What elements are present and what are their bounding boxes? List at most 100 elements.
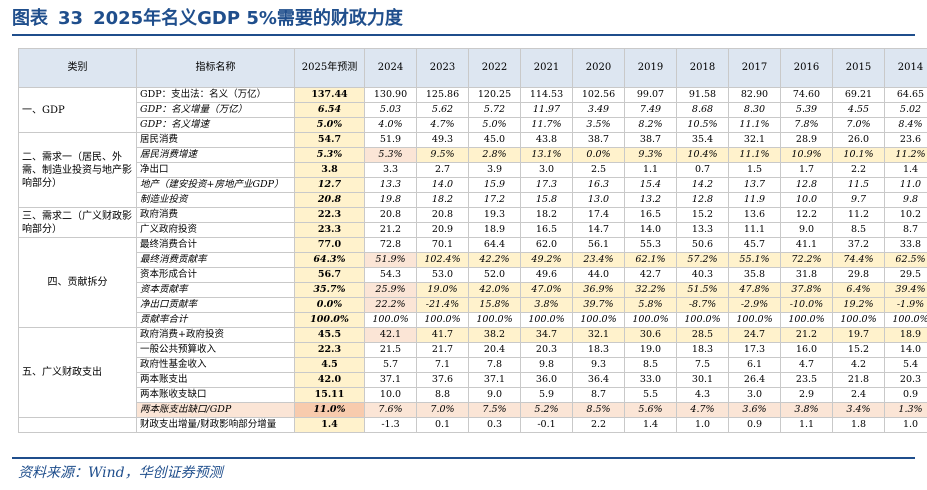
value-cell: 43.8 xyxy=(520,132,573,148)
value-cell: 28.5 xyxy=(676,327,729,343)
indicator-label: 政府消费 xyxy=(136,207,295,223)
value-cell: 30.6 xyxy=(624,327,677,343)
value-cell: 4.2 xyxy=(832,357,885,373)
value-cell: 5.0% xyxy=(468,117,521,133)
column-header: 2022 xyxy=(468,48,521,88)
value-cell: 1.0 xyxy=(884,417,927,433)
value-cell: 35.8 xyxy=(728,267,781,283)
value-cell: 23.6 xyxy=(884,132,927,148)
value-cell: 30.1 xyxy=(676,372,729,388)
value-cell: -2.9% xyxy=(728,297,781,313)
value-cell: 28.9 xyxy=(780,132,833,148)
value-cell: 40.3 xyxy=(676,267,729,283)
indicator-label: 资本形成合计 xyxy=(136,267,295,283)
forecast-cell: 45.5 xyxy=(294,327,365,343)
table-row: 四、贡献拆分 最终消费合计 77.0 72.8 70.1 64.4 62.0 56.1 55.3… xyxy=(18,237,927,328)
value-cell: 18.2 xyxy=(416,192,469,208)
value-cell: 8.68 xyxy=(676,102,729,118)
value-cell: 11.7% xyxy=(520,117,573,133)
indicator-label: 制造业投资 xyxy=(136,192,295,208)
forecast-cell: 1.4 xyxy=(294,417,365,433)
value-cell: 19.0 xyxy=(624,342,677,358)
value-cell: 70.1 xyxy=(416,237,469,253)
value-cell: 10.0 xyxy=(364,387,417,403)
value-cell: 64.4 xyxy=(468,237,521,253)
column-header: 2015 xyxy=(832,48,885,88)
value-cell: 5.03 xyxy=(364,102,417,118)
value-cell: 15.2 xyxy=(676,207,729,223)
value-cell: 51.9% xyxy=(364,252,417,268)
value-cell: 11.2% xyxy=(884,147,927,163)
value-cell: 49.3 xyxy=(416,132,469,148)
value-cell: 9.7 xyxy=(832,192,885,208)
value-cell: 56.1 xyxy=(572,237,625,253)
value-cell: 11.9 xyxy=(728,192,781,208)
forecast-cell: 22.3 xyxy=(294,342,365,358)
value-cell: 62.1% xyxy=(624,252,677,268)
value-cell: 44.0 xyxy=(572,267,625,283)
value-cell: 16.5 xyxy=(520,222,573,238)
value-cell: 21.5 xyxy=(364,342,417,358)
value-cell: 51.9 xyxy=(364,132,417,148)
column-header: 2023 xyxy=(416,48,469,88)
forecast-cell: 35.7% xyxy=(294,282,365,298)
value-cell: 100.0% xyxy=(832,312,885,328)
table-row: 三、需求二（广义财政影响部分） 政府消费 22.3 20.8 20.8 19.3 18.2 1… xyxy=(18,207,927,238)
value-cell: 25.9% xyxy=(364,282,417,298)
value-cell: 100.0% xyxy=(884,312,927,328)
value-cell: 31.8 xyxy=(780,267,833,283)
forecast-cell: 56.7 xyxy=(294,267,365,283)
column-header: 指标名称 xyxy=(136,48,295,88)
value-cell: 9.5% xyxy=(416,147,469,163)
value-cell: 12.2 xyxy=(780,207,833,223)
value-cell: 37.8% xyxy=(780,282,833,298)
indicator-label: 最终消费贡献率 xyxy=(136,252,295,268)
value-cell: 21.2 xyxy=(780,327,833,343)
value-cell: 69.21 xyxy=(832,87,885,103)
value-cell: 1.5 xyxy=(728,162,781,178)
value-cell: 22.2% xyxy=(364,297,417,313)
category-cell: 四、贡献拆分 xyxy=(18,237,137,328)
forecast-cell: 6.54 xyxy=(294,102,365,118)
value-cell: 16.5 xyxy=(624,207,677,223)
forecast-cell: 100.0% xyxy=(294,312,365,328)
category-cell xyxy=(18,417,137,433)
value-cell: 36.4 xyxy=(572,372,625,388)
value-cell: 45.0 xyxy=(468,132,521,148)
value-cell: 41.1 xyxy=(780,237,833,253)
value-cell: 3.49 xyxy=(572,102,625,118)
value-cell: 8.7 xyxy=(572,387,625,403)
table-row: 贡献率合计 100.0% 100.0% 100.0% 100.0% 100.0% 100.0… xyxy=(19,312,927,328)
value-cell: 42.2% xyxy=(468,252,521,268)
value-cell: 4.7 xyxy=(780,357,833,373)
column-header: 2016 xyxy=(780,48,833,88)
forecast-cell: 137.44 xyxy=(294,87,365,103)
value-cell: 11.1% xyxy=(728,117,781,133)
value-cell: 45.7 xyxy=(728,237,781,253)
indicator-label: 净出口贡献率 xyxy=(136,297,295,313)
value-cell: 8.5 xyxy=(624,357,677,373)
value-cell: 9.3 xyxy=(572,357,625,373)
value-cell: 0.9 xyxy=(884,387,927,403)
value-cell: 15.4 xyxy=(624,177,677,193)
category-cell: 一、GDP xyxy=(18,87,137,133)
value-cell: 2.5 xyxy=(572,162,625,178)
value-cell: 15.2 xyxy=(832,342,885,358)
value-cell: 0.3 xyxy=(468,417,521,433)
value-cell: 114.53 xyxy=(520,87,573,103)
category-cell: 三、需求二（广义财政影响部分） xyxy=(18,207,137,238)
value-cell: 21.2 xyxy=(364,222,417,238)
forecast-cell: 23.3 xyxy=(294,222,365,238)
value-cell: 18.9 xyxy=(884,327,927,343)
indicator-label: GDP：名义增量（万亿） xyxy=(136,102,295,118)
value-cell: 52.0 xyxy=(468,267,521,283)
value-cell: 57.2% xyxy=(676,252,729,268)
forecast-cell: 0.0% xyxy=(294,297,365,313)
value-cell: 100.0% xyxy=(468,312,521,328)
value-cell: 5.2% xyxy=(520,402,573,418)
value-cell: 1.1 xyxy=(780,417,833,433)
value-cell: 2.2 xyxy=(832,162,885,178)
value-cell: 11.1 xyxy=(728,222,781,238)
table-row: 净出口贡献率 0.0% 22.2% -21.4% 15.8% 3.8% 39.7% 5.8% -… xyxy=(19,297,927,313)
value-cell: 100.0% xyxy=(780,312,833,328)
